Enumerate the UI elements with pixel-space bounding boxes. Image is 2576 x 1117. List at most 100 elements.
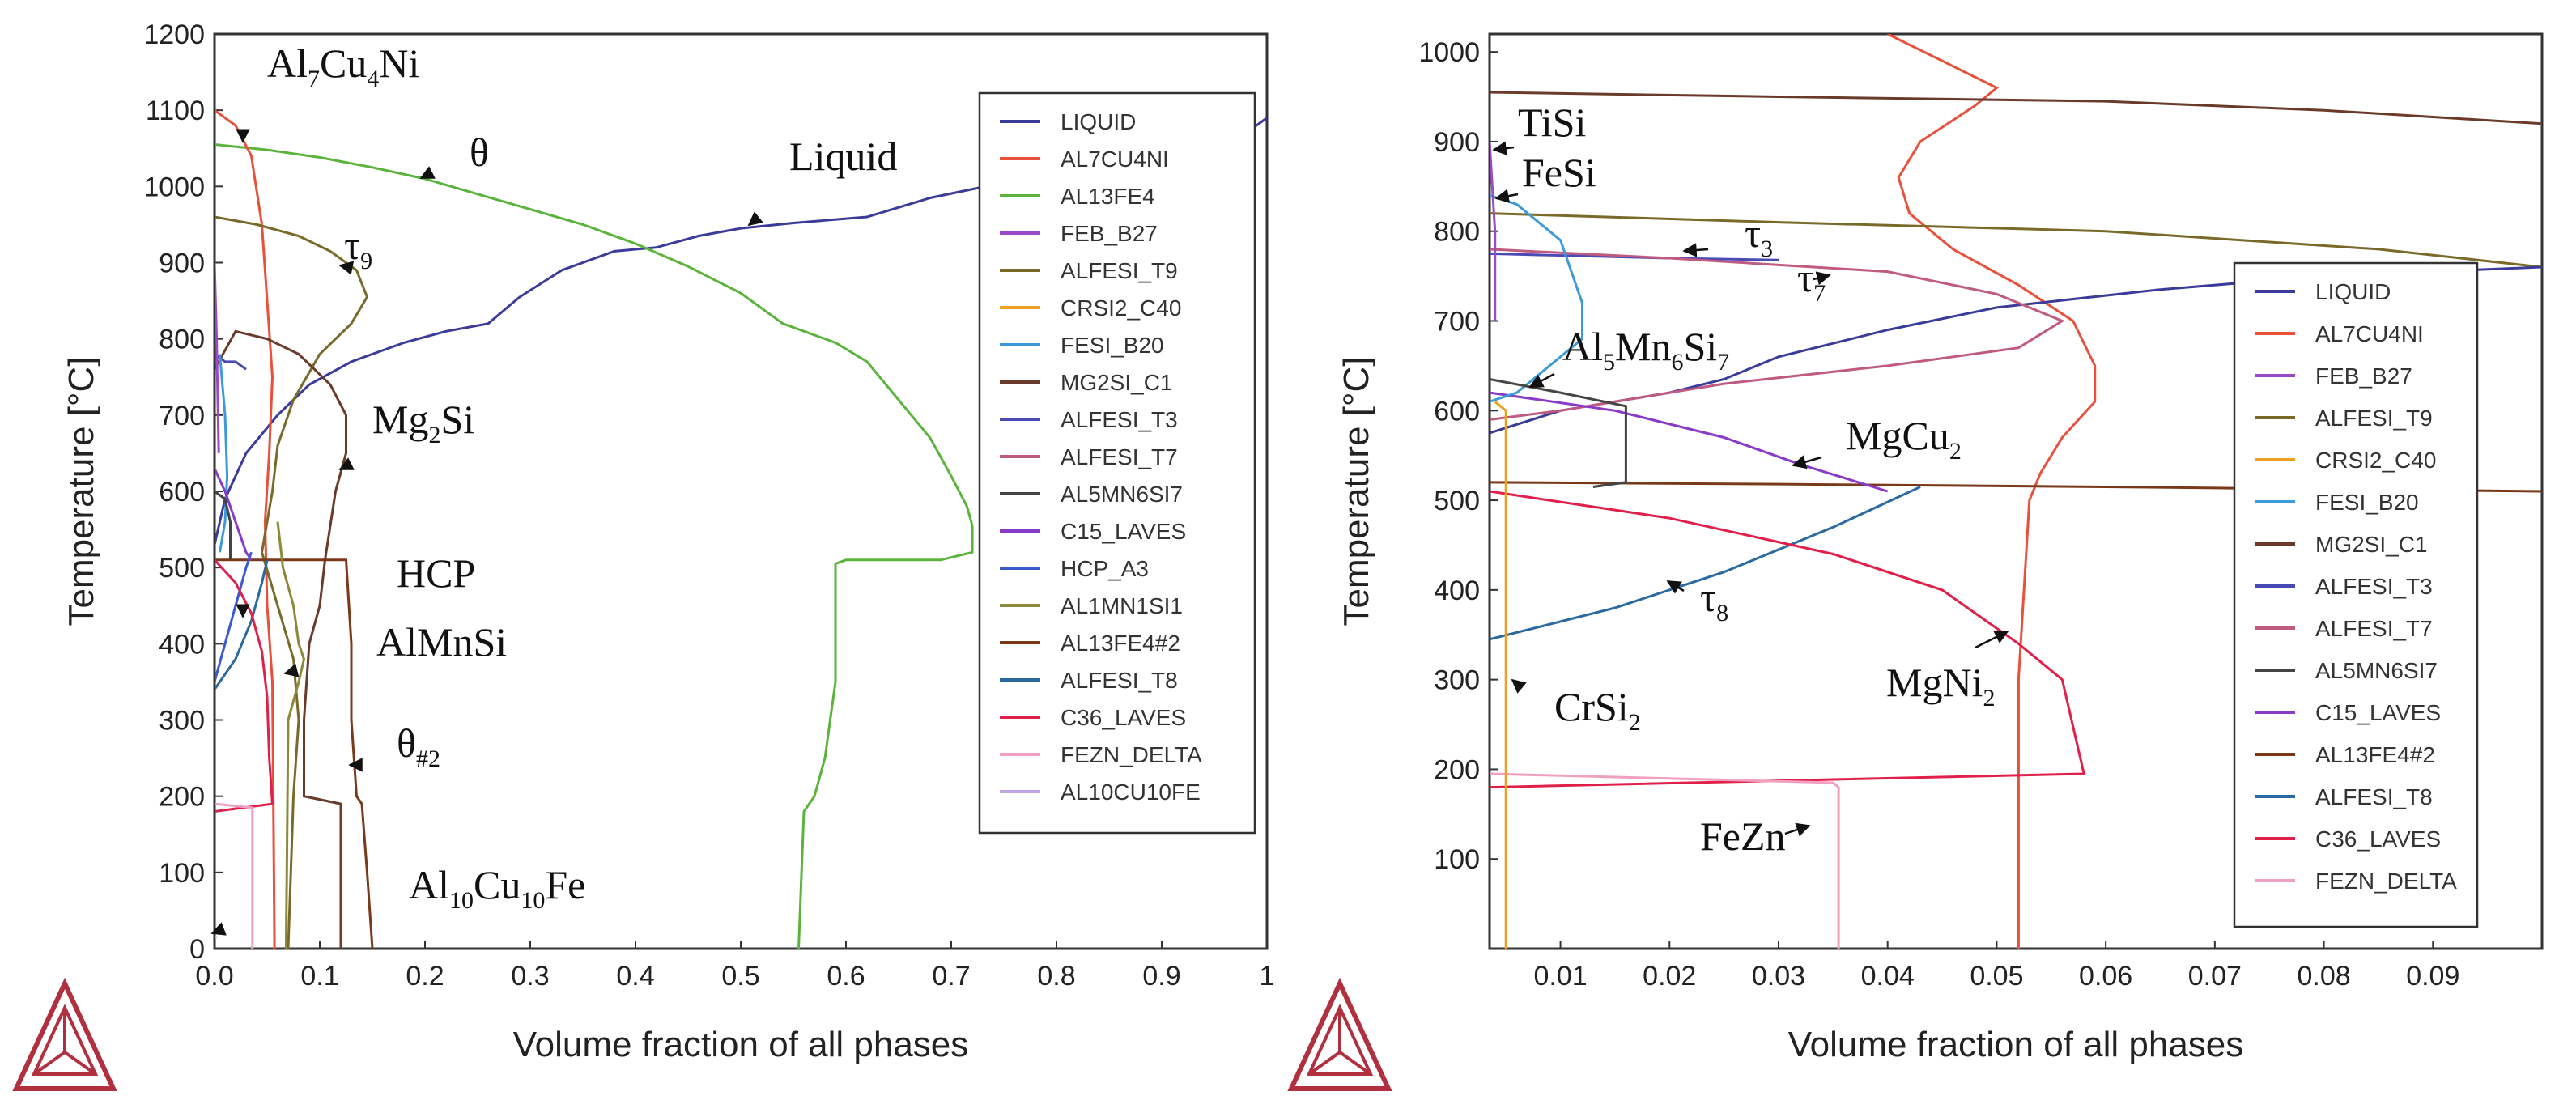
annotation-arrow (1682, 243, 1709, 257)
series-alfesi-t8 (1490, 486, 1921, 641)
legend-entry: FEZN_DELTA (2315, 869, 2457, 894)
legend-box (2233, 261, 2479, 928)
annotation-subscript: 2 (1983, 685, 1995, 711)
annotation-arrow (1792, 455, 1822, 469)
annotation-4: Al5Mn6Si7 (1528, 324, 1729, 389)
annotation-subscript: 5 (1603, 349, 1615, 376)
legend-entry: LIQUID (2315, 279, 2391, 304)
annotation-arrow (1528, 372, 1555, 389)
left-y-axis-label: Temperature [°C] (62, 356, 101, 626)
annotation-text: Al (409, 862, 449, 907)
legend-entry: AL1MN1SI1 (1061, 593, 1183, 618)
right-legend: LIQUID AL7CU4NI FEB_B27 ALFESI_T9 CRSI2_C40 F… (2233, 261, 2479, 928)
legend-entry: AL13FE4#2 (2315, 742, 2435, 767)
legend-entry: C36_LAVES (1061, 705, 1186, 730)
annotation-subscript: 2 (428, 422, 440, 448)
annotation-arrow (338, 457, 355, 471)
legend-entry: MG2SI_C1 (1061, 370, 1173, 395)
annotation-label: Mg2Si (372, 397, 474, 448)
annotation-text: HCP (397, 550, 475, 596)
series-fezn-delta (215, 802, 254, 949)
annotation-text: FeSi (1522, 150, 1596, 195)
y-tick-label: 900 (159, 248, 205, 279)
x-tick-label: 0.07 (2188, 961, 2242, 992)
series-al1mn1si1 (276, 521, 306, 949)
annotation-1: FeSi (1494, 150, 1596, 203)
annotation-arrow (1494, 189, 1519, 203)
annotation-label: MgNi2 (1886, 660, 1995, 711)
y-tick-label: 400 (1434, 575, 1480, 606)
annotation-subscript: 6 (1671, 349, 1683, 376)
legend-entry: ALFESI_T8 (1061, 668, 1178, 693)
y-tick-label: 900 (1434, 127, 1480, 158)
series-fesi-b20 (219, 354, 229, 553)
x-tick-label: 0.01 (1533, 961, 1587, 992)
annotation-5: MgCu2 (1792, 413, 1962, 469)
series-hcp-a3 (215, 551, 253, 682)
x-tick-label: 0.02 (1643, 961, 1696, 992)
annotation-1: θ (419, 130, 489, 180)
series-alfesi-t9 (215, 215, 369, 949)
annotation-6: AlMnSi (283, 619, 507, 677)
series-alfesi-t9 (1490, 212, 2542, 269)
annotation-subscript: 7 (308, 66, 320, 92)
legend-entry: ALFESI_T3 (1061, 407, 1178, 432)
annotation-label: MgCu2 (1846, 413, 1962, 465)
legend-entry: FEB_B27 (2315, 363, 2412, 389)
right-annotations: TiSiFeSiτ3τ7Al5Mn6Si7MgCu2τ8CrSi2MgNi2Fe… (1492, 100, 2009, 859)
annotation-subscript: 8 (1716, 600, 1728, 626)
annotation-subscript: 7 (1813, 280, 1826, 307)
legend-entry: AL7CU4NI (1061, 147, 1169, 172)
annotation-label: Al5Mn6Si7 (1562, 324, 1729, 376)
x-tick-label: 0.9 (1142, 961, 1180, 992)
annotation-subscript: #2 (416, 745, 440, 772)
annotation-text: Liquid (789, 134, 897, 179)
annotation-label: Al10Cu10Fe (409, 862, 585, 914)
annotation-subscript: 4 (367, 66, 379, 92)
annotation-9: FeZn (1700, 813, 1811, 859)
legend-entry: AL13FE4#2 (1061, 631, 1180, 656)
annotation-label: τ7 (1797, 255, 1826, 307)
x-tick-label: 0.1 (300, 961, 338, 992)
x-tick-label: 0.3 (511, 961, 549, 992)
x-tick-label: 0.04 (1861, 961, 1915, 992)
x-tick-label: 0.5 (721, 961, 759, 992)
annotation-text: TiSi (1518, 100, 1586, 145)
annotation-subscript: 10 (449, 887, 474, 914)
series-fezn-delta (1490, 772, 1840, 949)
annotation-7: CrSi2 (1511, 678, 1641, 736)
annotation-7: θ#2 (348, 720, 440, 772)
legend-entry: ALFESI_T7 (2315, 616, 2433, 641)
annotation-label: CrSi2 (1554, 684, 1641, 736)
legend-box (978, 91, 1256, 835)
x-tick-label: 0.05 (1970, 961, 2023, 992)
annotation-subscript: 3 (1761, 236, 1773, 262)
legend-entry: CRSI2_C40 (1061, 295, 1181, 321)
left-chart: 0.0 0.1 0.2 0.3 0.4 0.5 0.6 0.7 0.8 0.9 1010020030… (12, 19, 1274, 1091)
series-al5mn6si7 (1490, 378, 1627, 488)
series-alfesi-t7 (1490, 248, 2065, 421)
series-c15-laves (1490, 391, 1889, 493)
annotation-3: τ7 (1797, 255, 1831, 307)
annotation-text: Cu (474, 862, 521, 907)
annotation-text: Fe (545, 862, 585, 907)
series-mg2si-c1 (215, 329, 347, 949)
annotation-3: τ9 (338, 223, 372, 275)
annotation-text: Si (1683, 324, 1717, 369)
y-tick-label: 200 (1434, 754, 1480, 785)
annotation-subscript: 10 (521, 887, 545, 914)
legend-entry: AL13FE4 (1061, 184, 1155, 209)
y-tick-label: 1100 (146, 96, 205, 126)
annotation-4: Mg2Si (338, 397, 474, 471)
annotation-text: Ni (379, 40, 419, 86)
annotation-0: TiSi (1492, 100, 1586, 155)
x-tick-label: 0.08 (2297, 961, 2350, 992)
annotation-8: MgNi2 (1886, 630, 2009, 711)
y-tick-label: 1000 (1418, 37, 1480, 68)
annotation-arrow (338, 261, 355, 275)
legend-entry: ALFESI_T9 (2315, 406, 2433, 431)
left-series (215, 108, 1267, 949)
annotation-label: FeSi (1522, 150, 1596, 195)
